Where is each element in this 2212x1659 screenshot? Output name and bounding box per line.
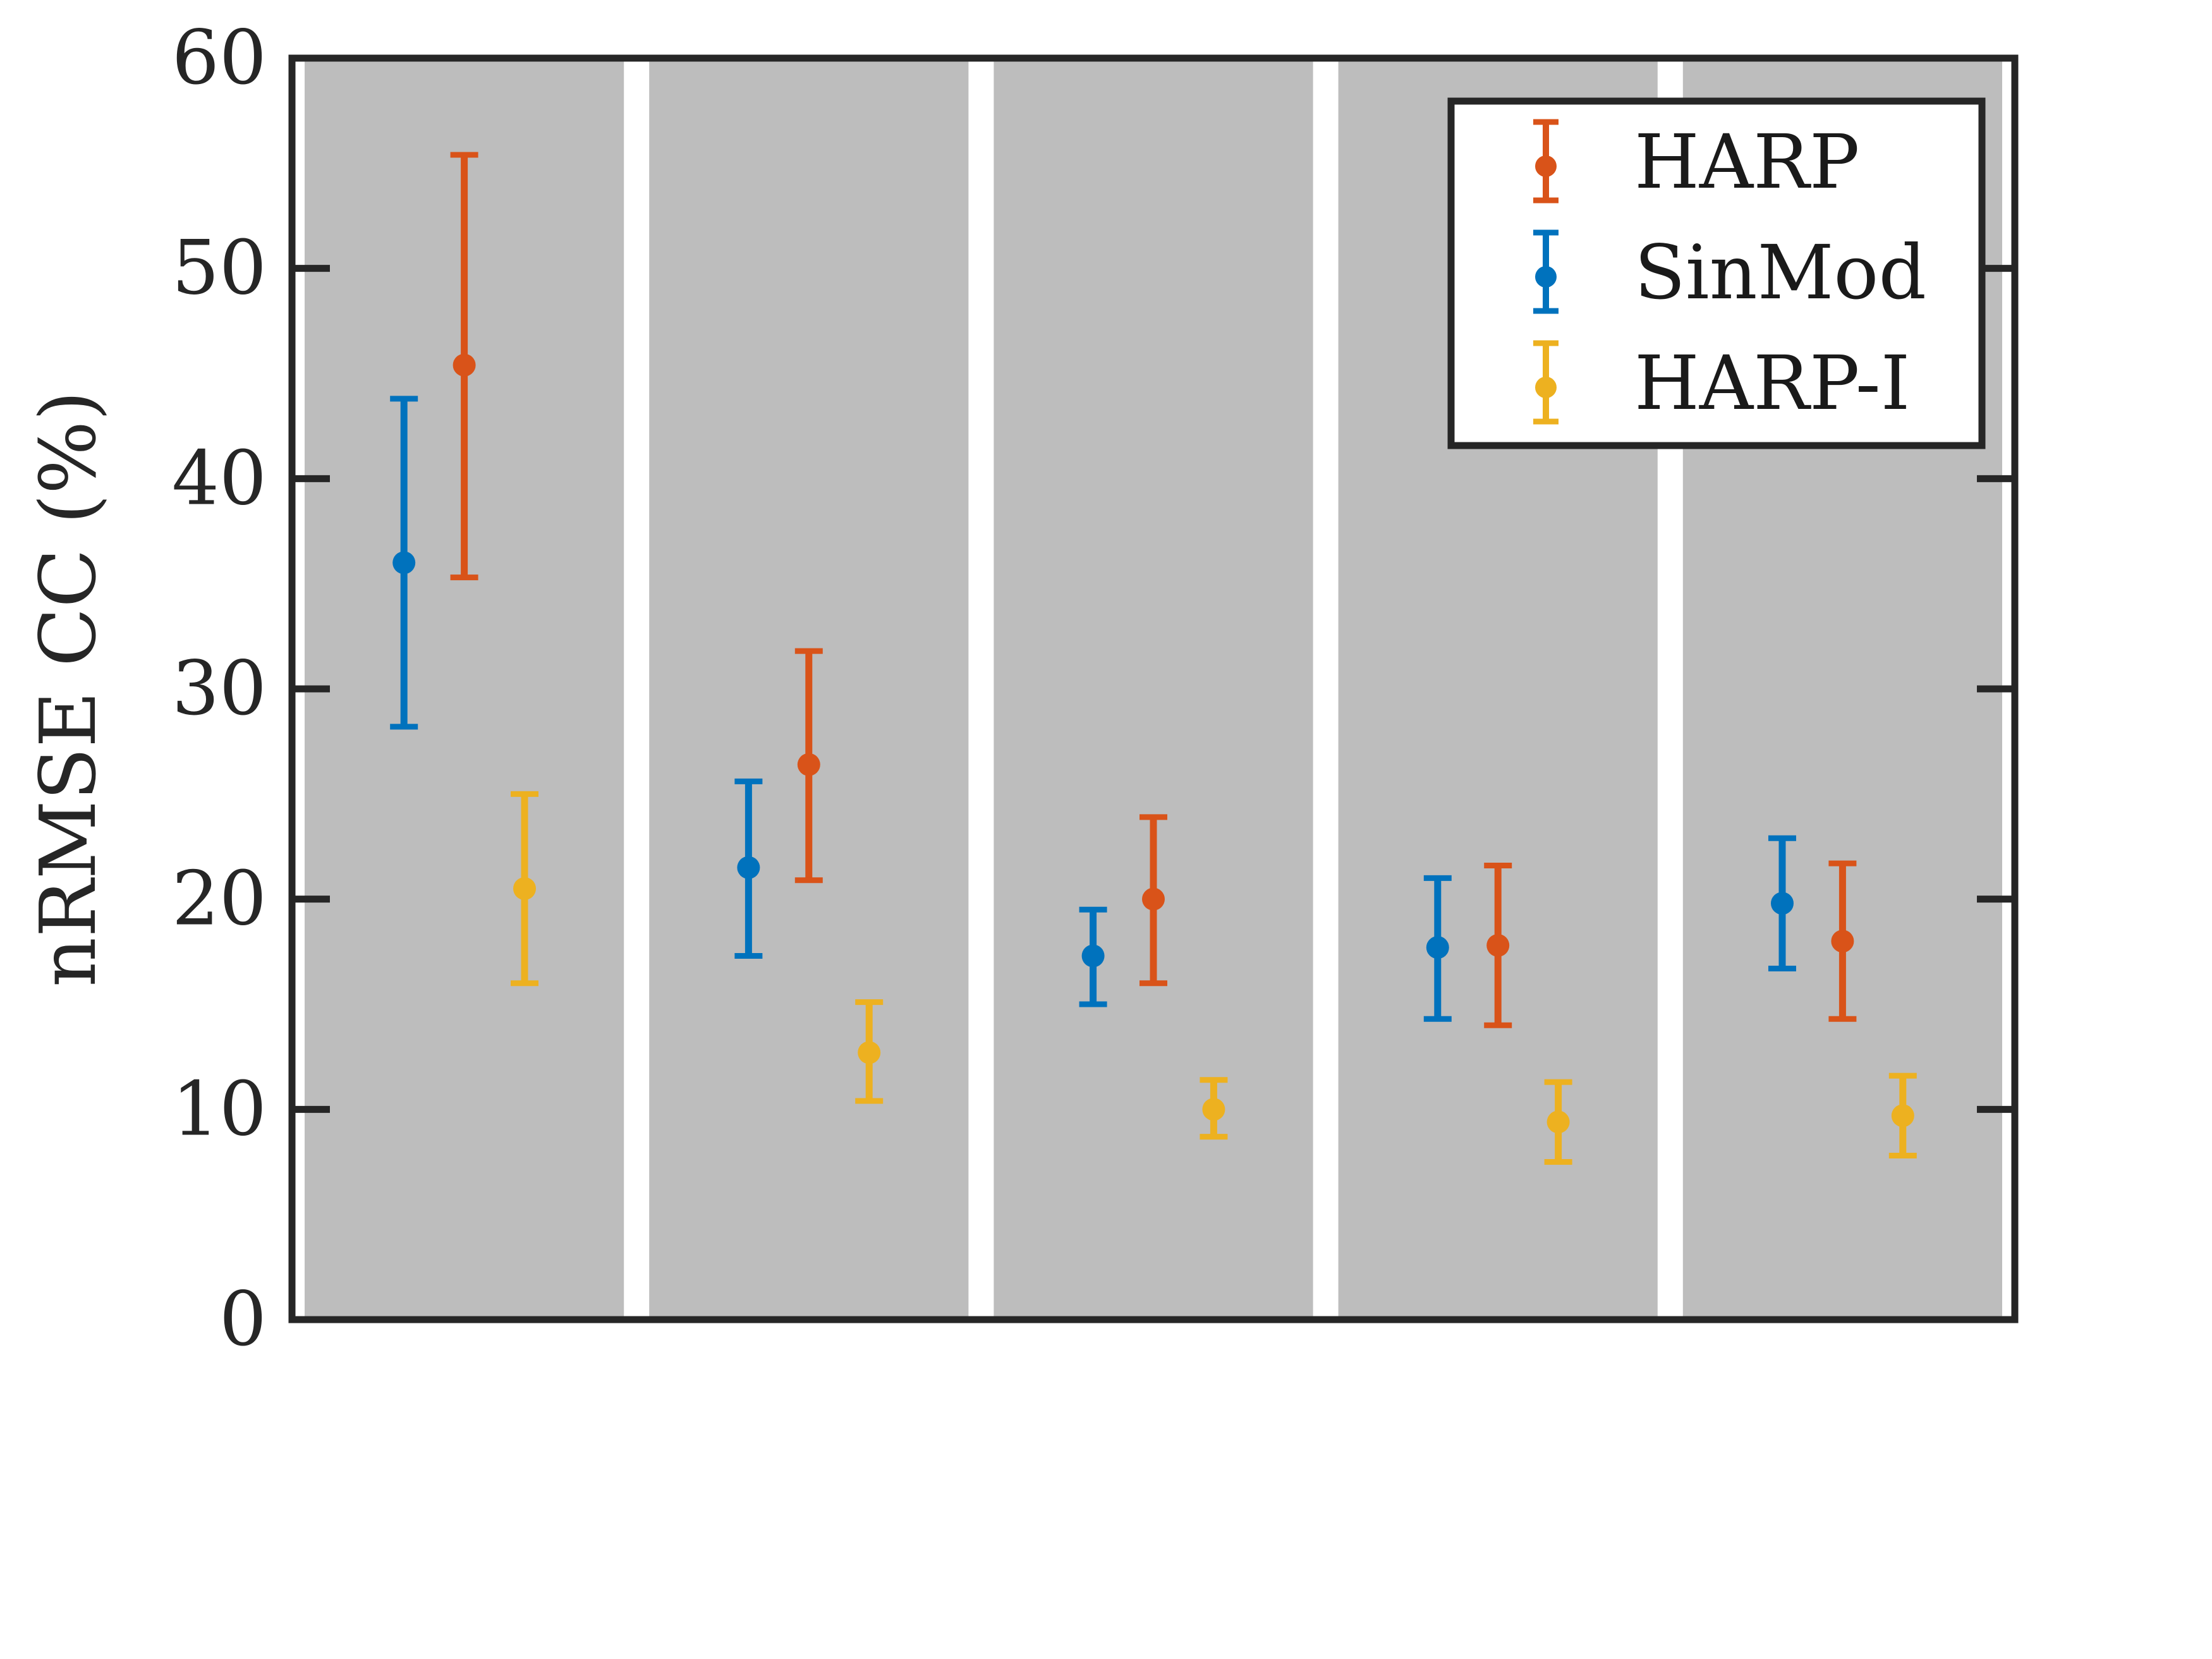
- data-point: [392, 551, 416, 574]
- errorbar-sinmod: [390, 396, 418, 730]
- legend-label: HARP-I: [1634, 339, 1910, 427]
- data-point: [1891, 1104, 1914, 1127]
- data-point: [1486, 933, 1510, 957]
- legend: HARP SinMod HARP-I: [1447, 97, 1986, 449]
- legend-marker: [1535, 155, 1557, 177]
- y-tick-label: 40: [172, 434, 267, 521]
- y-tick-label: 30: [172, 645, 267, 732]
- data-point: [1426, 936, 1449, 959]
- legend-entry-harp-i: HARP-I: [1533, 339, 1910, 427]
- legend-entry-harp: HARP: [1533, 118, 1859, 205]
- data-point: [1547, 1110, 1570, 1134]
- data-point: [1142, 887, 1165, 911]
- data-point: [1831, 930, 1854, 953]
- errorbar-harp-i: [1888, 1073, 1917, 1159]
- errorbar-harp: [794, 648, 823, 884]
- data-point: [858, 1041, 881, 1064]
- legend-marker: [1535, 377, 1557, 398]
- data-point: [453, 353, 476, 377]
- y-axis-label: nRMSE CC (%): [23, 391, 113, 987]
- y-tick-label: 10: [172, 1065, 267, 1152]
- errorbar-sinmod: [1768, 835, 1796, 971]
- errorbar-harp-i: [855, 999, 884, 1104]
- errorbar-harp: [1484, 862, 1512, 1028]
- errorbar-sinmod: [1423, 875, 1452, 1022]
- data-point: [1770, 892, 1794, 915]
- data-point: [1202, 1098, 1225, 1121]
- errorbar-harp: [1139, 814, 1167, 987]
- y-axis-ticks: 0 10 20 30 40 50 60: [172, 14, 2015, 1363]
- errorbar-harp: [1828, 860, 1857, 1022]
- errorbar-harp: [450, 152, 478, 581]
- category-band: [994, 58, 1313, 1320]
- errorbar-sinmod: [1079, 906, 1107, 1007]
- y-tick-label: 60: [172, 14, 267, 101]
- errorbar-harp-i: [1200, 1077, 1228, 1140]
- data-point: [1081, 944, 1105, 968]
- error-bars: [390, 152, 1917, 1165]
- data-point: [737, 856, 760, 879]
- errorbar-harp-i: [511, 791, 539, 987]
- data-point: [513, 877, 537, 901]
- legend-label: HARP: [1634, 118, 1859, 205]
- y-tick-label: 0: [219, 1275, 267, 1363]
- legend-label: SinMod: [1634, 229, 1926, 316]
- errorbar-sinmod: [734, 778, 763, 959]
- y-tick-label: 20: [172, 855, 267, 942]
- legend-entry-sinmod: SinMod: [1533, 229, 1926, 316]
- legend-marker: [1535, 266, 1557, 288]
- y-tick-label: 50: [172, 224, 267, 312]
- errorbar-harp-i: [1544, 1079, 1572, 1165]
- data-point: [797, 753, 820, 776]
